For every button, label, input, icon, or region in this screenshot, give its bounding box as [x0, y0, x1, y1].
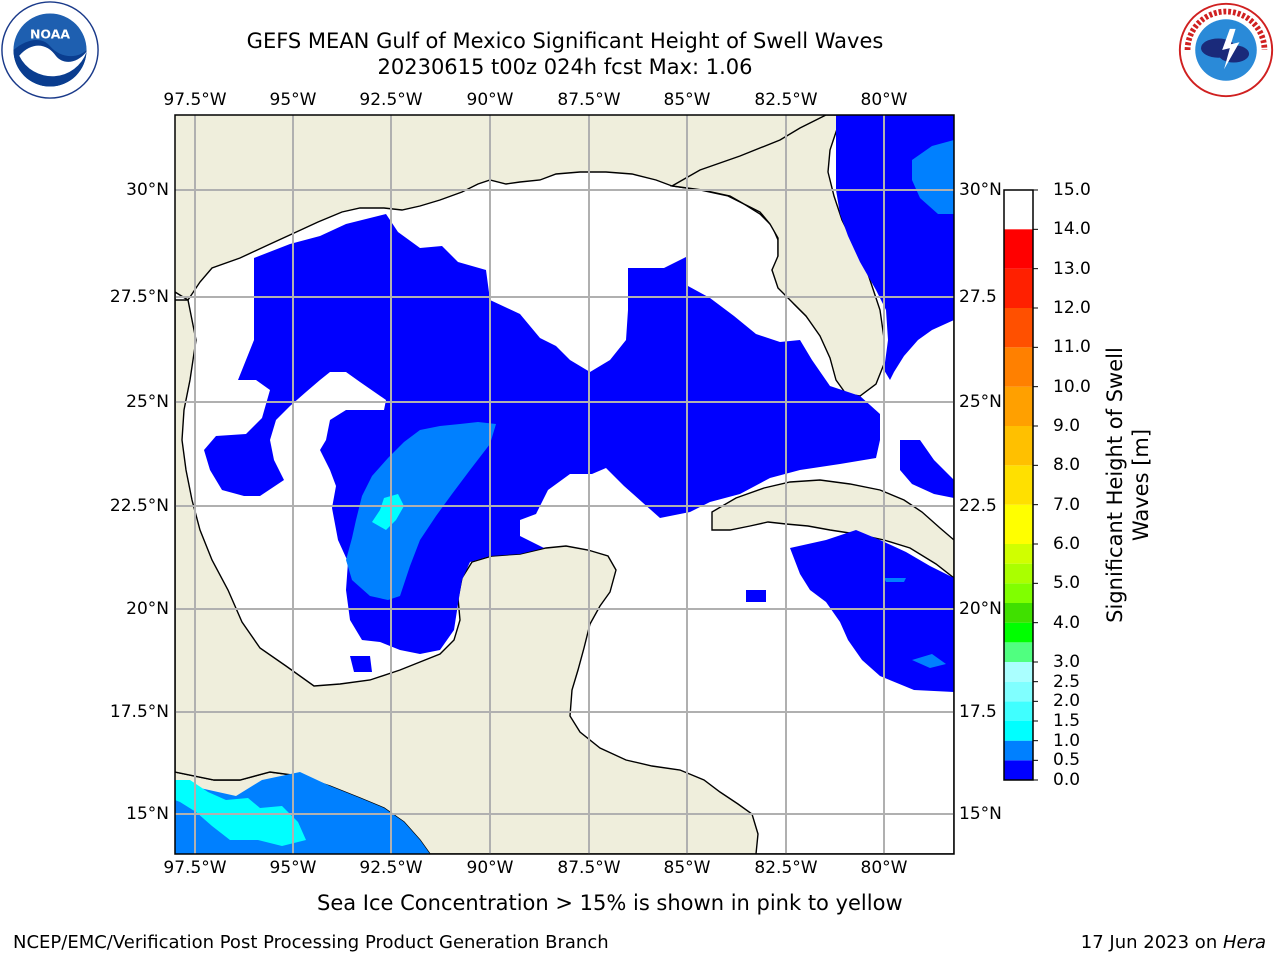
- map-subtitle: 20230615 t00z 024h fcst Max: 1.06: [377, 55, 753, 79]
- colorbar-band: [1004, 662, 1033, 682]
- lon-tick-bottom: 80°W: [860, 858, 908, 878]
- colorbar-band: [1004, 308, 1033, 348]
- colorbar-band: [1004, 504, 1033, 544]
- lat-tick-left: 22.5°N: [109, 496, 169, 516]
- lon-tick-top: 92.5°W: [359, 90, 423, 110]
- colorbar-tick-label: 7.0: [1053, 494, 1081, 515]
- lon-tick-top: 82.5°W: [754, 90, 818, 110]
- colorbar-band: [1004, 544, 1033, 564]
- lat-tick-right: 25°N: [959, 392, 1002, 412]
- noaa-logo: NOAA: [1, 1, 99, 99]
- lon-tick-bottom: 82.5°W: [754, 858, 818, 878]
- colorbar-band: [1004, 583, 1033, 603]
- colorbar-band: [1004, 347, 1033, 387]
- sea-ice-note: Sea Ice Concentration > 15% is shown in …: [317, 891, 903, 915]
- colorbar-tick-label: 10.0: [1053, 376, 1091, 397]
- colorbar-band: [1004, 642, 1033, 662]
- colorbar-band: [1004, 701, 1033, 721]
- colorbar-tick-label: 6.0: [1053, 534, 1081, 554]
- colorbar-tick-label: 2.5: [1053, 671, 1081, 692]
- colorbar-frame: [1003, 189, 1034, 781]
- lon-tick-top: 90°W: [466, 90, 514, 110]
- colorbar-band: [1004, 426, 1033, 466]
- colorbar-tick-label: 3.0: [1053, 652, 1081, 672]
- colorbar-band: [1004, 465, 1033, 505]
- lon-tick-bottom: 87.5°W: [557, 858, 621, 878]
- colorbar-tick-label: 11.0: [1053, 337, 1091, 358]
- nws-logo: [1178, 2, 1274, 98]
- lat-tick-left: 27.5°N: [109, 287, 169, 307]
- colorbar-tick-label: 5.0: [1053, 573, 1081, 594]
- yucatan-land: [175, 299, 759, 854]
- colorbar-tick-label: 15.0: [1053, 180, 1091, 200]
- branch-credit: NCEP/EMC/Verification Post Processing Pr…: [13, 932, 609, 953]
- colorbar-tick-label: 9.0: [1053, 416, 1081, 436]
- colorbar-band: [1004, 622, 1033, 643]
- noaa-logo-text: NOAA: [30, 26, 70, 41]
- colorbar-tick-label: 1.0: [1053, 730, 1081, 751]
- lat-tick-left: 15°N: [126, 804, 169, 824]
- colorbar-label: Significant Height of Swell Waves [m]: [1103, 347, 1153, 623]
- lon-tick-top: 97.5°W: [163, 90, 227, 110]
- lat-tick-right: 30°N: [959, 180, 1002, 200]
- lon-tick-top: 85°W: [663, 90, 711, 110]
- colorbar-tick-label: 0.5: [1053, 750, 1081, 771]
- lon-tick-top: 87.5°W: [557, 90, 621, 110]
- colorbar-tick-label: 4.0: [1053, 612, 1081, 633]
- map-canvas: [175, 115, 954, 854]
- colorbar-band: [1004, 740, 1033, 761]
- colorbar-tick-label: 13.0: [1053, 258, 1091, 279]
- lat-tick-left: 17.5°N: [109, 702, 169, 722]
- colorbar-band: [1004, 229, 1033, 269]
- lat-tick-left: 20°N: [126, 599, 169, 619]
- lon-tick-top: 80°W: [860, 90, 908, 110]
- colorbar-tick-label: 0.0: [1053, 770, 1081, 790]
- map-frame: [174, 114, 955, 855]
- colorbar-band: [1004, 681, 1033, 702]
- map-grid: [175, 115, 954, 854]
- colorbar-tick-label: 2.0: [1053, 691, 1081, 712]
- colorbar-band: [1004, 386, 1033, 426]
- machine-name: Hera: [1222, 932, 1266, 953]
- colorbar: [1003, 189, 1038, 781]
- colorbar-band: [1004, 603, 1033, 623]
- lat-tick-right: 17.5: [959, 702, 997, 722]
- colorbar-band: [1004, 721, 1033, 741]
- lon-tick-bottom: 95°W: [269, 858, 317, 878]
- colorbar-tick-label: 1.5: [1053, 711, 1081, 731]
- colorbar-tick-label: 8.0: [1053, 455, 1081, 476]
- lat-tick-right: 27.5: [959, 287, 997, 307]
- generation-date: 17 Jun 2023 on Hera: [1081, 932, 1266, 954]
- lat-tick-right: 20°N: [959, 599, 1002, 619]
- lon-tick-bottom: 85°W: [663, 858, 711, 878]
- colorbar-tick-label: 12.0: [1053, 298, 1091, 318]
- lon-tick-bottom: 92.5°W: [359, 858, 423, 878]
- colorbar-band: [1004, 268, 1033, 308]
- map-title: GEFS MEAN Gulf of Mexico Significant Hei…: [246, 29, 884, 53]
- date-text: 17 Jun 2023 on: [1080, 932, 1223, 953]
- colorbar-tick-label: 14.0: [1053, 219, 1091, 240]
- cuba-land: [711, 479, 954, 579]
- lon-tick-bottom: 90°W: [466, 858, 514, 878]
- lat-tick-right: 22.5: [959, 496, 997, 516]
- lat-tick-left: 25°N: [126, 392, 169, 412]
- colorbar-band: [1004, 563, 1033, 584]
- lat-tick-right: 15°N: [959, 804, 1002, 824]
- lon-tick-top: 95°W: [269, 90, 317, 110]
- lat-tick-left: 30°N: [126, 180, 169, 200]
- colorbar-band: [1004, 760, 1033, 780]
- lon-tick-bottom: 97.5°W: [163, 858, 227, 878]
